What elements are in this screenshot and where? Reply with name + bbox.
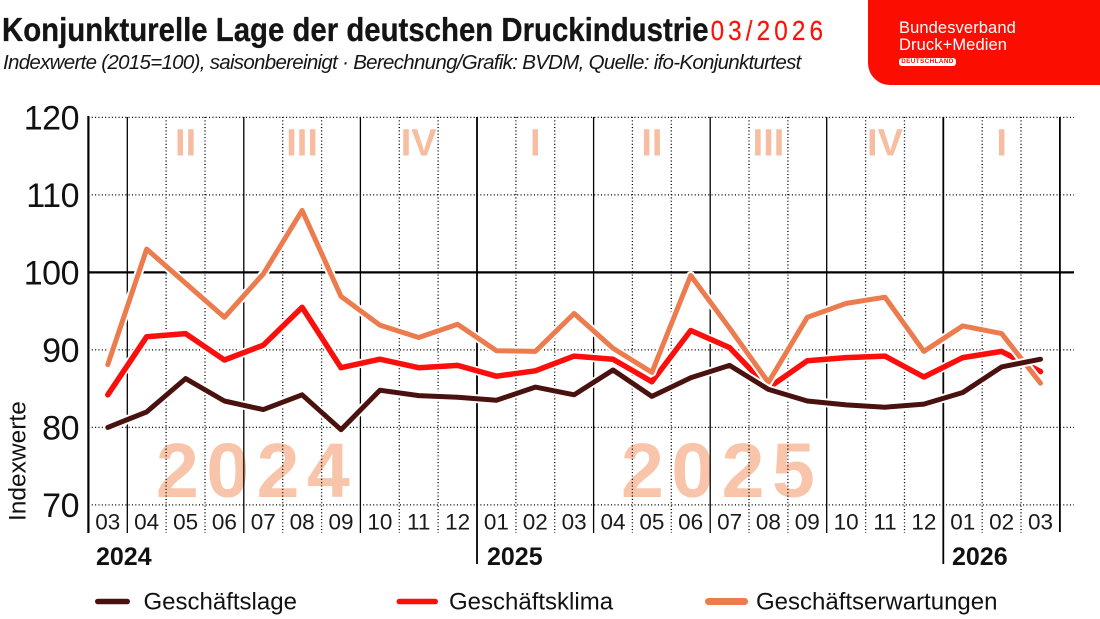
svg-text:III: III <box>286 123 318 165</box>
svg-text:06: 06 <box>678 510 703 535</box>
svg-text:110: 110 <box>26 177 79 215</box>
svg-text:11: 11 <box>873 510 896 535</box>
svg-text:2026: 2026 <box>952 543 1008 571</box>
svg-text:03: 03 <box>95 510 120 535</box>
svg-text:90: 90 <box>42 332 79 370</box>
svg-text:04: 04 <box>134 510 159 535</box>
svg-text:09: 09 <box>328 510 353 535</box>
svg-text:08: 08 <box>756 510 781 535</box>
svg-text:12: 12 <box>911 510 936 535</box>
svg-text:11: 11 <box>407 510 430 535</box>
svg-text:2025: 2025 <box>621 428 822 514</box>
svg-text:II: II <box>641 123 662 165</box>
svg-text:Geschäftsklima: Geschäftsklima <box>449 589 614 616</box>
svg-text:IV: IV <box>867 123 904 165</box>
svg-text:02: 02 <box>523 510 548 535</box>
svg-text:III: III <box>753 123 785 165</box>
svg-text:2024: 2024 <box>156 428 357 514</box>
svg-text:08: 08 <box>290 510 315 535</box>
svg-text:05: 05 <box>173 510 198 535</box>
svg-text:07: 07 <box>251 510 276 535</box>
svg-text:Geschäftslage: Geschäftslage <box>144 589 297 616</box>
svg-text:03: 03 <box>1028 510 1053 535</box>
svg-text:10: 10 <box>834 510 859 535</box>
svg-text:II: II <box>175 123 196 165</box>
svg-text:01: 01 <box>484 510 509 535</box>
svg-text:120: 120 <box>24 100 79 138</box>
svg-text:I: I <box>530 123 541 165</box>
svg-text:06: 06 <box>212 510 237 535</box>
svg-text:03: 03 <box>562 510 587 535</box>
svg-text:09: 09 <box>795 510 820 535</box>
svg-text:Geschäftserwartungen: Geschäftserwartungen <box>756 589 997 616</box>
svg-text:70: 70 <box>42 487 79 525</box>
svg-text:I: I <box>996 123 1007 165</box>
svg-text:2024: 2024 <box>96 543 152 571</box>
svg-text:01: 01 <box>950 510 975 535</box>
svg-text:07: 07 <box>717 510 742 535</box>
svg-text:100: 100 <box>24 255 79 293</box>
svg-text:Indexwerte: Indexwerte <box>5 401 32 521</box>
svg-text:80: 80 <box>42 410 79 448</box>
svg-text:04: 04 <box>600 510 625 535</box>
svg-text:10: 10 <box>367 510 392 535</box>
svg-text:02: 02 <box>989 510 1014 535</box>
svg-text:2025: 2025 <box>487 543 543 571</box>
svg-text:IV: IV <box>401 123 438 165</box>
svg-text:12: 12 <box>445 510 470 535</box>
svg-text:05: 05 <box>639 510 664 535</box>
